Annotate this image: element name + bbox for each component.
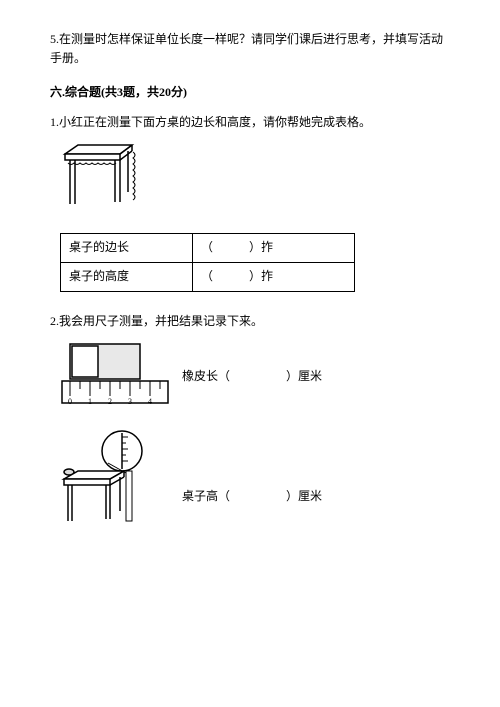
worksheet-page: 5.在测量时怎样保证单位长度一样呢？请同学们课后进行思考，并填写活动手册。 六.… [0,0,500,707]
eraser-label-suffix: ）厘米 [286,369,322,383]
svg-text:4: 4 [148,397,152,406]
question-5-text: 5.在测量时怎样保证单位长度一样呢？请同学们课后进行思考，并填写活动手册。 [50,30,450,68]
desk-figure-q1 [60,142,450,218]
desk-height-label: 桌子高（ ）厘米 [182,487,322,506]
question-1-text: 1.小红正在测量下面方桌的边长和高度，请你帮她完成表格。 [50,113,450,132]
desk-label-suffix: ）厘米 [286,489,322,503]
measurement-table: 桌子的边长 （ ）拃 桌子的高度 （ ）拃 [60,233,355,292]
question-2-text: 2.我会用尺子测量，并把结果记录下来。 [50,312,450,331]
table-cell-edge-value[interactable]: （ ）拃 [193,233,355,262]
eraser-length-blank[interactable] [233,367,283,386]
table-cell-height-label: 桌子的高度 [61,262,193,291]
svg-text:2: 2 [108,397,112,406]
table-cell-height-value[interactable]: （ ）拃 [193,262,355,291]
desk-height-figure [60,429,170,524]
section-6-title: 六.综合题(共3题，共20分) [50,83,450,102]
desk-label-prefix: 桌子高（ [182,489,230,503]
desk-height-blank[interactable] [233,487,283,506]
svg-text:1: 1 [88,397,92,406]
table-row: 桌子的边长 （ ）拃 [61,233,355,262]
table-cell-edge-label: 桌子的边长 [61,233,193,262]
svg-text:0: 0 [68,397,72,406]
eraser-ruler-figure-row: 0 1 2 3 4 橡皮长（ ）厘米 [60,341,450,411]
eraser-label-prefix: 橡皮长（ [182,369,230,383]
eraser-ruler-figure: 0 1 2 3 4 [60,341,170,411]
table-row: 桌子的高度 （ ）拃 [61,262,355,291]
desk-height-figure-row: 桌子高（ ）厘米 [60,429,450,524]
eraser-length-label: 橡皮长（ ）厘米 [182,367,322,386]
svg-text:3: 3 [128,397,132,406]
